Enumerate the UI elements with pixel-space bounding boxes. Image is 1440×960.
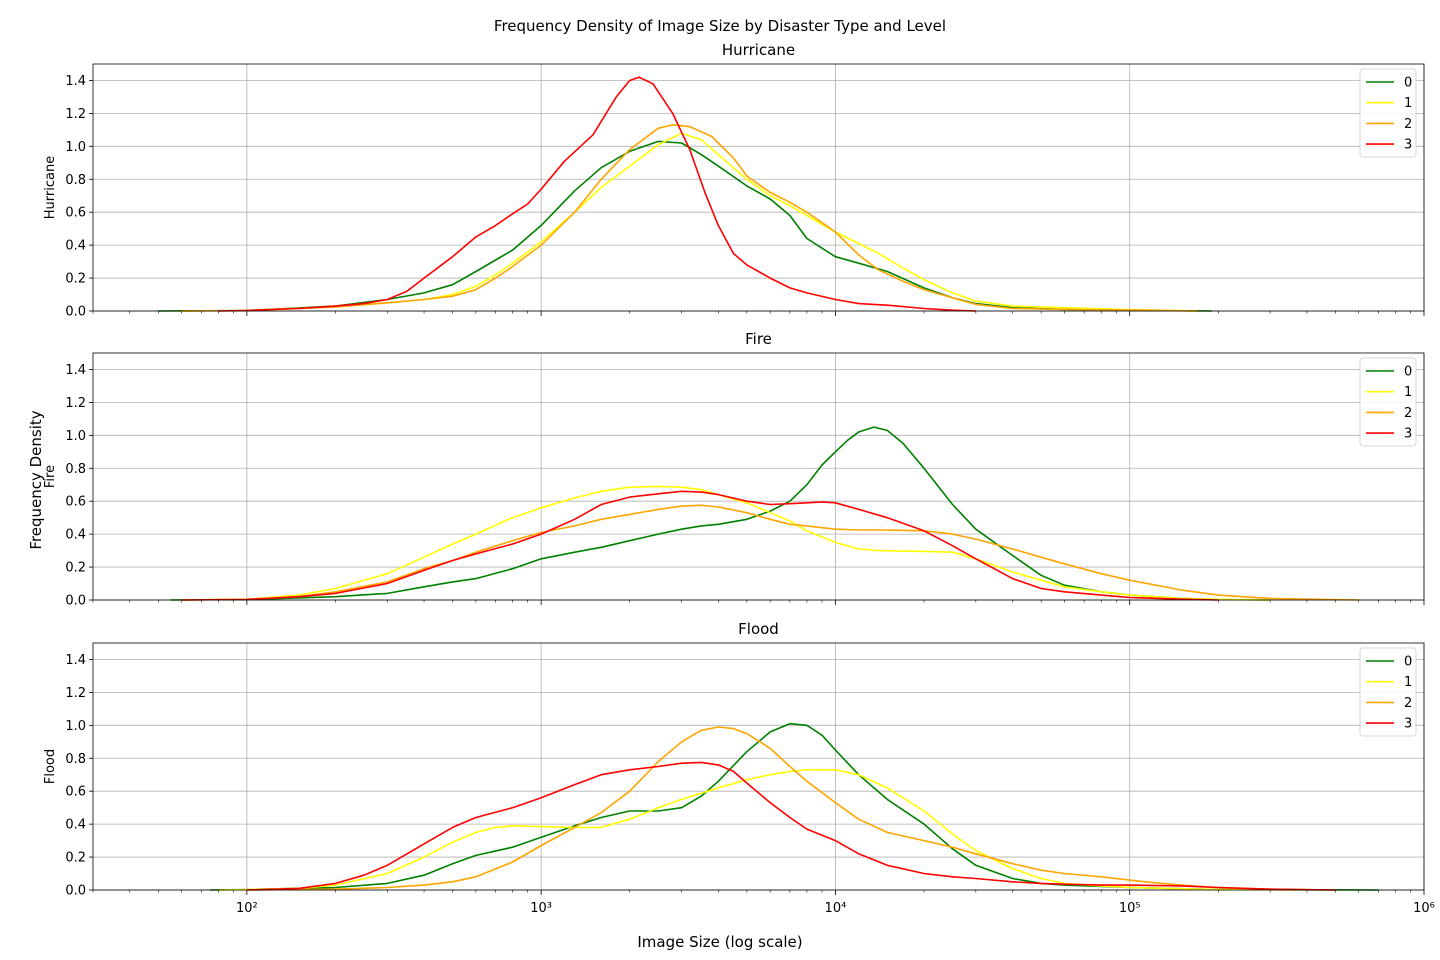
series-line-3 (181, 490, 1219, 601)
legend: 0 1 2 3 (1359, 357, 1417, 447)
y-tick-label: 0.4 (65, 818, 86, 833)
panel-flood: Flood Flood 0.0 0.2 0.4 0.6 0.8 1.0 1.2 1.4 10² 10³… (43, 620, 1435, 916)
axes-frame (92, 352, 1425, 601)
y-tick-label: 1.0 (65, 719, 86, 734)
panels: Hurricane Hurricane 0.0 0.2 0.4 0.6 0.8 1.0 1.2 1… (43, 41, 1435, 916)
x-tick-label: 10² (236, 901, 258, 916)
y-tick-label: 1.4 (65, 363, 86, 378)
x-tick-label: 10⁵ (1119, 901, 1141, 916)
panel-title: Fire (745, 330, 772, 348)
y-tick-label: 1.0 (65, 140, 86, 155)
panel-ylabel: Fire (43, 465, 58, 488)
series-line-0 (210, 722, 1379, 891)
figure-xlabel: Image Size (log scale) (637, 933, 802, 951)
series-line-1 (218, 769, 1307, 891)
y-tick-label: 0.4 (65, 528, 86, 543)
series-line-2 (181, 504, 1359, 601)
series-line-3 (246, 761, 1336, 891)
series-line-1 (181, 132, 1198, 312)
legend-box (1359, 68, 1417, 158)
panel-ylabel: Flood (43, 749, 58, 784)
legend-label-3: 3 (1404, 138, 1412, 153)
legend-label-0: 0 (1404, 76, 1412, 91)
axes-frame (92, 642, 1425, 891)
legend-label-3: 3 (1404, 717, 1412, 732)
x-tick-label: 10⁶ (1413, 901, 1435, 916)
legend-label-0: 0 (1404, 655, 1412, 670)
series-line-1 (181, 485, 1271, 601)
y-tick-label: 1.2 (65, 396, 86, 411)
legend-label-2: 2 (1404, 117, 1412, 132)
y-tick-label: 0.6 (65, 206, 86, 221)
x-tick-label: 10⁴ (825, 901, 847, 916)
legend-label-1: 1 (1404, 96, 1412, 111)
series-line-0 (158, 140, 1212, 312)
panel-title: Flood (738, 620, 779, 638)
legend-label-2: 2 (1404, 406, 1412, 421)
figure-ylabel: Frequency Density (27, 410, 45, 549)
y-tick-label: 0.8 (65, 462, 86, 477)
y-tick-label: 0.6 (65, 785, 86, 800)
series-line-2 (246, 726, 1336, 891)
y-tick-label: 1.4 (65, 74, 86, 89)
panel-title: Hurricane (722, 41, 795, 59)
y-tick-label: 0.8 (65, 173, 86, 188)
axes-frame (92, 63, 1425, 312)
y-tick-label: 0.0 (65, 884, 86, 899)
legend-label-2: 2 (1404, 696, 1412, 711)
y-tick-label: 1.0 (65, 429, 86, 444)
legend-box (1359, 647, 1417, 737)
y-tick-label: 0.2 (65, 272, 86, 287)
y-tick-label: 0.4 (65, 239, 86, 254)
y-tick-label: 1.2 (65, 107, 86, 122)
panel-hurricane: Hurricane Hurricane 0.0 0.2 0.4 0.6 0.8 1.0 1.2 1… (43, 41, 1425, 320)
figure-title: Frequency Density of Image Size by Disas… (494, 17, 946, 35)
y-tick-label: 0.6 (65, 495, 86, 510)
y-tick-label: 0.0 (65, 305, 86, 320)
panel-ylabel: Hurricane (43, 156, 58, 219)
series-line-2 (181, 124, 1198, 312)
legend-label-1: 1 (1404, 385, 1412, 400)
legend-box (1359, 357, 1417, 447)
series-line-3 (218, 76, 976, 312)
legend-label-3: 3 (1404, 427, 1412, 442)
y-tick-label: 0.8 (65, 752, 86, 767)
y-tick-label: 0.2 (65, 561, 86, 576)
panel-fire: Fire Fire 0.0 0.2 0.4 0.6 0.8 1.0 1.2 1.4 0 1 2 3 (43, 330, 1425, 609)
legend: 0 1 2 3 (1359, 68, 1417, 158)
legend: 0 1 2 3 (1359, 647, 1417, 737)
legend-label-0: 0 (1404, 365, 1412, 380)
legend-label-1: 1 (1404, 675, 1412, 690)
y-tick-label: 1.4 (65, 653, 86, 668)
y-tick-label: 0.2 (65, 851, 86, 866)
series-line-0 (170, 426, 1271, 601)
y-tick-label: 0.0 (65, 594, 86, 609)
x-tick-label: 10³ (530, 901, 552, 916)
y-tick-label: 1.2 (65, 686, 86, 701)
